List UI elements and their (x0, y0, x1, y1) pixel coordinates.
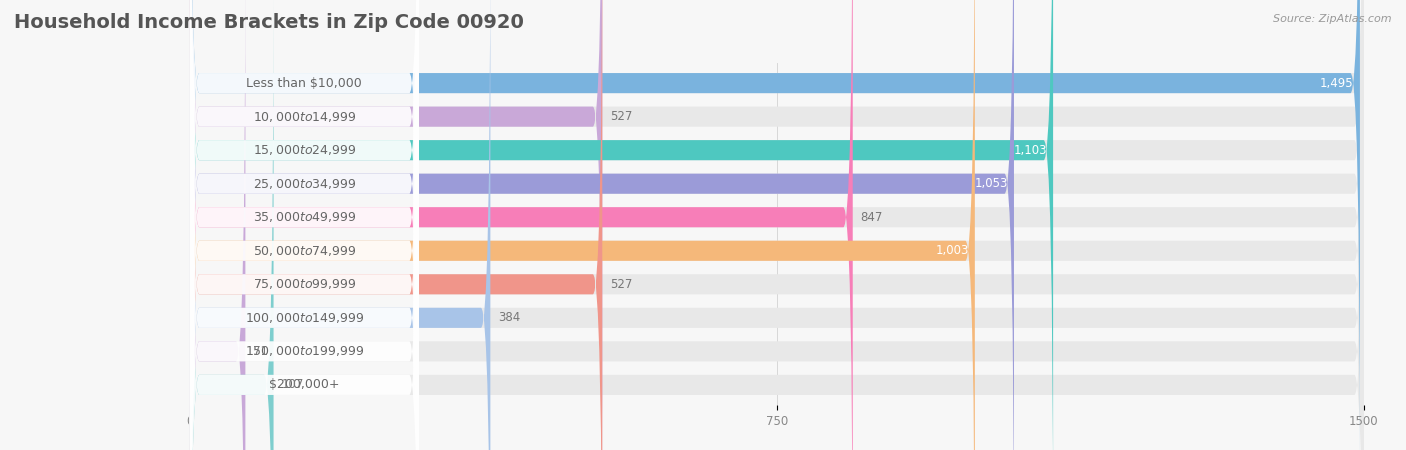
Text: $25,000 to $34,999: $25,000 to $34,999 (253, 177, 356, 191)
Text: 1,003: 1,003 (935, 244, 969, 257)
Text: Household Income Brackets in Zip Code 00920: Household Income Brackets in Zip Code 00… (14, 14, 524, 32)
Text: $100,000 to $149,999: $100,000 to $149,999 (245, 311, 364, 325)
FancyBboxPatch shape (190, 0, 419, 450)
FancyBboxPatch shape (190, 0, 1364, 450)
Text: $150,000 to $199,999: $150,000 to $199,999 (245, 344, 364, 358)
FancyBboxPatch shape (190, 0, 1053, 450)
FancyBboxPatch shape (190, 0, 1364, 450)
FancyBboxPatch shape (190, 0, 974, 450)
FancyBboxPatch shape (190, 0, 1014, 450)
Text: $75,000 to $99,999: $75,000 to $99,999 (253, 277, 356, 291)
FancyBboxPatch shape (190, 0, 419, 450)
Text: 847: 847 (860, 211, 883, 224)
FancyBboxPatch shape (190, 0, 1364, 450)
Text: 384: 384 (498, 311, 520, 324)
Text: $50,000 to $74,999: $50,000 to $74,999 (253, 244, 356, 258)
FancyBboxPatch shape (190, 0, 419, 450)
Text: 1,495: 1,495 (1320, 76, 1354, 90)
FancyBboxPatch shape (190, 0, 1364, 450)
FancyBboxPatch shape (190, 0, 491, 450)
FancyBboxPatch shape (190, 0, 419, 450)
FancyBboxPatch shape (190, 0, 1364, 450)
Text: $35,000 to $49,999: $35,000 to $49,999 (253, 210, 356, 224)
FancyBboxPatch shape (190, 0, 246, 450)
FancyBboxPatch shape (190, 0, 1364, 450)
Text: 527: 527 (610, 278, 633, 291)
Text: 107: 107 (281, 378, 304, 392)
FancyBboxPatch shape (190, 0, 1364, 450)
FancyBboxPatch shape (190, 0, 602, 450)
Text: 527: 527 (610, 110, 633, 123)
FancyBboxPatch shape (190, 0, 1360, 450)
Text: 1,103: 1,103 (1014, 144, 1047, 157)
Text: Less than $10,000: Less than $10,000 (246, 76, 363, 90)
FancyBboxPatch shape (190, 0, 419, 450)
FancyBboxPatch shape (190, 0, 1364, 450)
FancyBboxPatch shape (190, 0, 419, 450)
Text: $15,000 to $24,999: $15,000 to $24,999 (253, 143, 356, 157)
Text: 1,053: 1,053 (974, 177, 1008, 190)
FancyBboxPatch shape (190, 0, 419, 450)
FancyBboxPatch shape (190, 0, 1364, 450)
FancyBboxPatch shape (190, 0, 852, 450)
Text: $200,000+: $200,000+ (269, 378, 339, 392)
Text: Source: ZipAtlas.com: Source: ZipAtlas.com (1274, 14, 1392, 23)
FancyBboxPatch shape (190, 0, 419, 450)
FancyBboxPatch shape (190, 0, 602, 450)
FancyBboxPatch shape (190, 0, 419, 450)
Text: $10,000 to $14,999: $10,000 to $14,999 (253, 110, 356, 124)
Text: 71: 71 (253, 345, 269, 358)
FancyBboxPatch shape (190, 0, 419, 450)
FancyBboxPatch shape (190, 0, 1364, 450)
FancyBboxPatch shape (190, 0, 274, 450)
